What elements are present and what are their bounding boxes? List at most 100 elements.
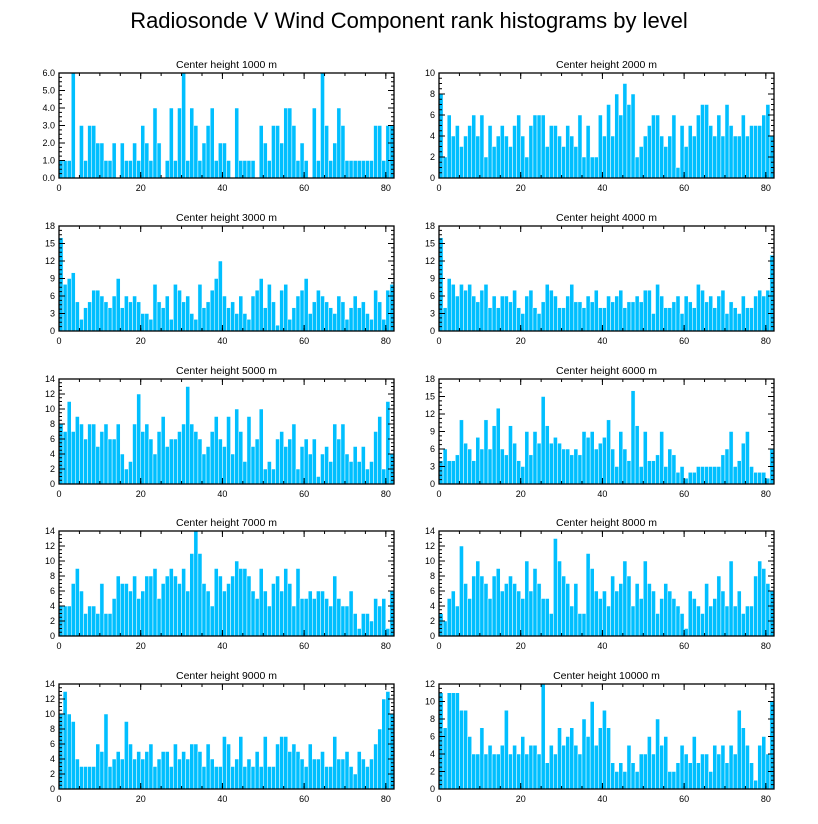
histogram-bar <box>332 142 338 179</box>
histogram-bar <box>209 289 215 332</box>
histogram-bar <box>598 307 603 332</box>
histogram-bar <box>209 758 215 790</box>
histogram-bar <box>504 454 509 485</box>
histogram-bar <box>246 758 252 790</box>
histogram-bar <box>471 114 477 179</box>
histogram-bar <box>144 142 150 179</box>
histogram-bar <box>687 125 693 179</box>
histogram-bar <box>385 628 391 637</box>
histogram-bar <box>369 758 374 790</box>
histogram-bar <box>328 766 333 790</box>
histogram-bar <box>107 613 113 637</box>
histogram-bar <box>659 745 664 790</box>
histogram-bar <box>761 114 767 179</box>
histogram-bar <box>242 568 248 637</box>
histogram-bar <box>634 295 640 332</box>
histogram-bar <box>348 590 354 637</box>
histogram-bar <box>205 446 211 485</box>
histogram-bar <box>316 160 321 179</box>
histogram-bar <box>103 613 109 637</box>
histogram-bar <box>185 295 190 332</box>
panel-title: Center height 7000 m <box>176 517 277 529</box>
histogram-bar <box>479 289 485 332</box>
x-tick-label: 40 <box>217 489 227 499</box>
histogram-bar <box>213 160 219 179</box>
histogram-bar <box>160 307 166 332</box>
x-tick-label: 20 <box>516 794 526 804</box>
histogram-bar <box>508 425 513 485</box>
histogram-bar <box>679 466 685 485</box>
histogram-bar <box>238 295 244 332</box>
histogram-bar <box>66 160 72 179</box>
histogram-bar <box>561 448 566 485</box>
histogram-bar <box>671 598 677 637</box>
histogram-bar <box>230 301 235 332</box>
histogram-bar <box>197 160 203 179</box>
histogram-bar <box>463 583 468 637</box>
histogram-bar <box>675 295 681 332</box>
histogram-bar <box>598 598 603 637</box>
y-tick-label: 6 <box>430 291 435 301</box>
histogram-bar <box>263 736 268 790</box>
histogram-bar <box>671 301 677 332</box>
histogram-bar <box>463 710 468 790</box>
histogram-bar <box>553 125 558 179</box>
histogram-bar <box>258 568 264 637</box>
histogram-bar <box>177 289 182 332</box>
histogram-bar <box>610 575 615 637</box>
histogram-bar <box>516 590 521 637</box>
histogram-bar <box>602 590 607 637</box>
histogram-bar <box>275 125 280 179</box>
histogram-bar <box>483 156 489 179</box>
histogram-bar <box>120 758 125 790</box>
histogram-bar <box>491 425 497 485</box>
histogram-bar <box>728 745 734 790</box>
y-tick-label: 12 <box>45 694 55 704</box>
x-tick-label: 60 <box>679 336 689 346</box>
histogram-bar <box>169 438 174 485</box>
histogram-bar <box>561 307 566 332</box>
y-tick-label: 6 <box>430 110 435 120</box>
histogram-bar <box>638 598 644 637</box>
histogram-bar <box>189 553 195 637</box>
histogram-bar <box>307 743 313 790</box>
histogram-bar <box>618 431 624 485</box>
histogram-bar <box>589 156 595 179</box>
histogram-bar <box>606 104 611 179</box>
histogram-bar <box>565 125 570 179</box>
y-tick-label: 4 <box>50 601 55 611</box>
x-tick-label: 80 <box>381 183 391 193</box>
histogram-bar <box>283 107 289 179</box>
histogram-bar <box>569 605 575 637</box>
histogram-bar <box>222 590 227 637</box>
histogram-bar <box>593 289 599 332</box>
histogram-bar <box>103 301 109 332</box>
y-tick-label: 0 <box>430 326 435 336</box>
histogram-bar <box>213 278 219 332</box>
histogram-bar <box>483 583 489 637</box>
histogram-bar <box>336 295 342 332</box>
y-tick-label: 6 <box>50 291 55 301</box>
histogram-bar <box>201 583 207 637</box>
histogram-bar <box>516 753 521 790</box>
y-tick-label: 15 <box>425 239 435 249</box>
histogram-bar <box>557 560 562 637</box>
histogram-bar <box>741 295 746 332</box>
histogram-bar <box>181 301 186 332</box>
histogram-bar <box>655 284 660 332</box>
histogram-bar <box>683 753 689 790</box>
histogram-bar <box>712 466 718 485</box>
histogram-bar <box>381 468 387 485</box>
histogram-bar <box>622 448 628 485</box>
histogram-bar <box>495 568 501 637</box>
histogram-bar <box>520 466 526 485</box>
histogram-bar <box>348 307 354 332</box>
histogram-bar <box>622 560 628 637</box>
histogram-bar <box>222 142 227 179</box>
histogram-bar <box>111 142 117 179</box>
y-tick-label: 2 <box>50 464 55 474</box>
histogram-bar <box>757 472 762 485</box>
histogram-bar <box>164 446 170 485</box>
histogram-bar <box>508 301 513 332</box>
histogram-bar <box>185 590 190 637</box>
